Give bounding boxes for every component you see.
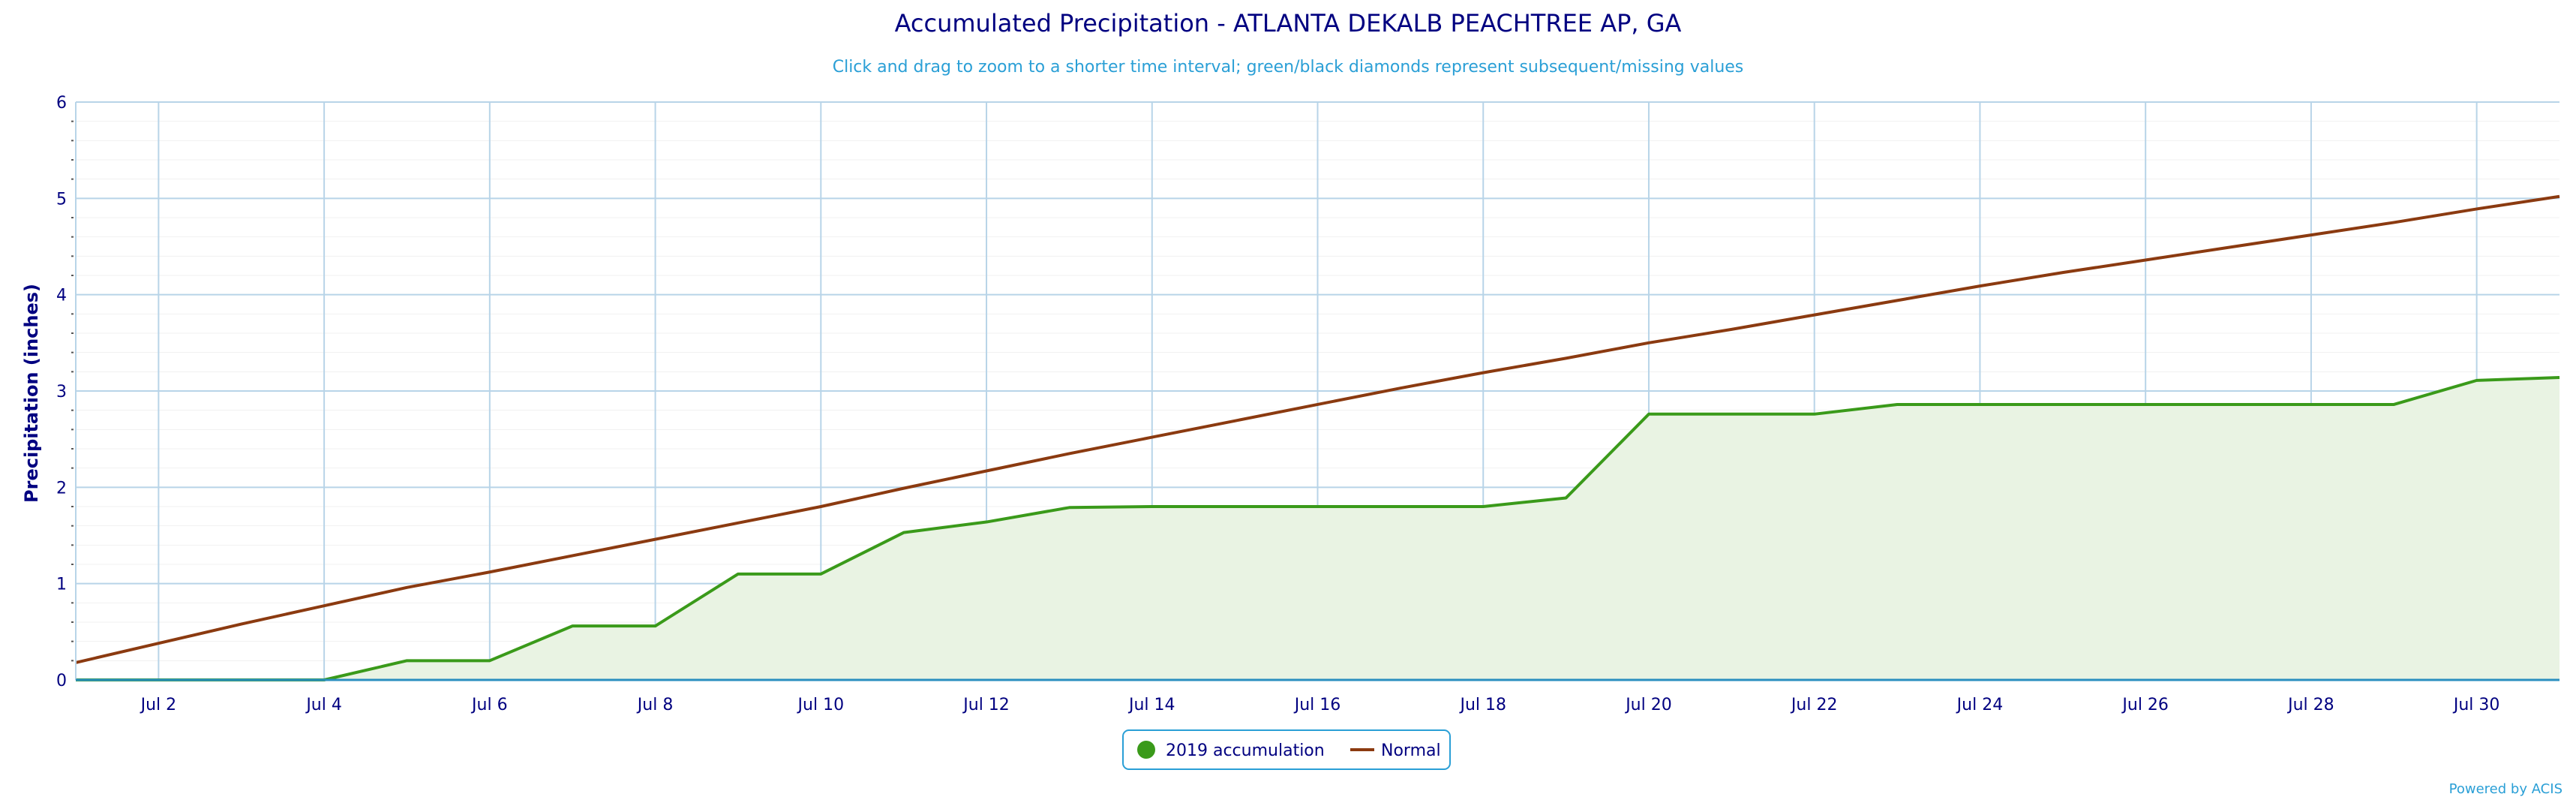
x-tick-label: Jul 16 xyxy=(1293,696,1341,714)
x-tick-label: Jul 26 xyxy=(2121,696,2169,714)
x-tick-label: Jul 22 xyxy=(1790,696,1838,714)
x-tick-label: Jul 18 xyxy=(1458,696,1506,714)
y-tick-label: 0 xyxy=(56,672,67,690)
legend-label-normal: Normal xyxy=(1381,741,1441,760)
x-tick-label: Jul 4 xyxy=(305,696,342,714)
y-tick-label: 6 xyxy=(56,94,67,113)
credits-link[interactable]: Powered by ACIS xyxy=(2449,781,2562,797)
y-tick-label: 2 xyxy=(56,479,67,498)
y-tick-label: 5 xyxy=(56,190,67,209)
x-tick-label: Jul 28 xyxy=(2286,696,2334,714)
x-tick-label: Jul 10 xyxy=(797,696,845,714)
x-tick-label: Jul 12 xyxy=(962,696,1010,714)
x-tick-label: Jul 8 xyxy=(636,696,674,714)
legend-item-normal[interactable]: Normal xyxy=(1350,741,1441,760)
x-tick-label: Jul 24 xyxy=(1956,696,2004,714)
series-line-2019-accumulation[interactable] xyxy=(76,376,2560,681)
x-tick-label: Jul 6 xyxy=(470,696,508,714)
legend-item-accumulation[interactable]: 2019 accumulation xyxy=(1137,741,1325,760)
legend-label-accumulation: 2019 accumulation xyxy=(1166,741,1325,760)
x-tick-label: Jul 20 xyxy=(1624,696,1672,714)
x-tick-label: Jul 14 xyxy=(1127,696,1175,714)
series-line-normal[interactable] xyxy=(75,194,2560,664)
legend[interactable]: 2019 accumulation Normal xyxy=(1122,729,1451,770)
axes: 0 1 2 3 4 5 6 Jul 2 Jul 4 Jul 6 Jul 8 Jul 10 Jul 12 J… xyxy=(56,94,2559,714)
series-layer xyxy=(75,194,2560,681)
y-tick-label: 3 xyxy=(56,383,67,402)
x-tick-label: Jul 30 xyxy=(2452,696,2500,714)
x-tick-label: Jul 2 xyxy=(140,696,177,714)
y-tick-label: 4 xyxy=(56,287,67,305)
legend-box xyxy=(1122,729,1451,770)
accumulation-area-fill xyxy=(76,377,2559,680)
y-axis-title: Precipitation (inches) xyxy=(21,284,42,503)
legend-marker-accumulation xyxy=(1137,741,1155,759)
chart-subtitle: Click and drag to zoom to a shorter time… xyxy=(833,58,1744,77)
chart-title: Accumulated Precipitation - ATLANTA DEKA… xyxy=(895,9,1682,38)
y-tick-label: 1 xyxy=(56,576,67,594)
